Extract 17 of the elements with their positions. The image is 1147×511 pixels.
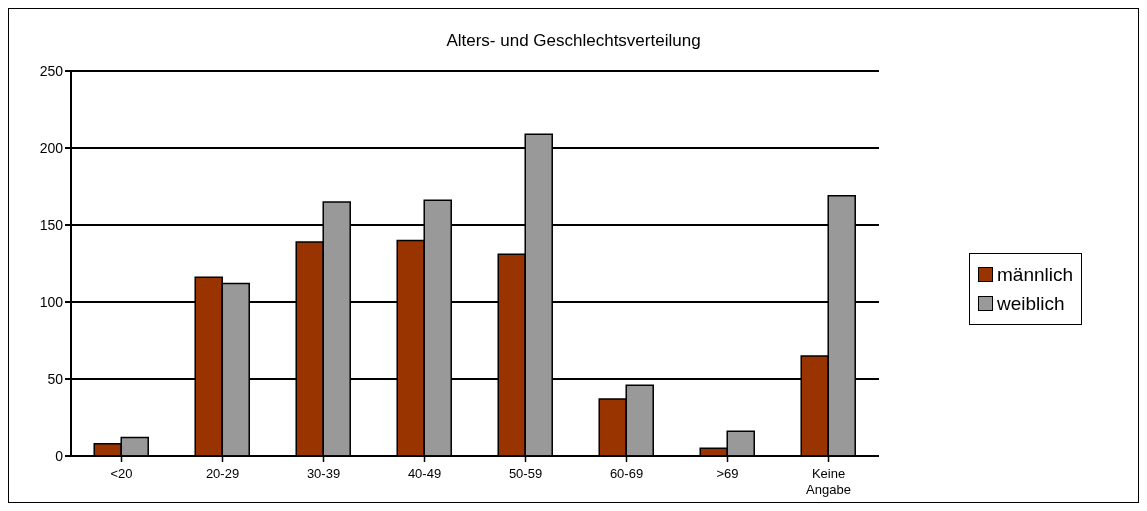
y-tick-label: 50 (47, 370, 64, 387)
x-tick-label: Keine Angabe (806, 466, 851, 497)
legend-label: männlich (997, 262, 1074, 287)
y-tick-label: 100 (39, 293, 64, 310)
x-tick-label: >69 (716, 466, 739, 481)
x-tick-label: <20 (110, 466, 133, 481)
x-tick-label: 50-59 (508, 466, 543, 481)
x-tick-label: 30-39 (306, 466, 341, 481)
y-tick-label: 250 (39, 62, 64, 79)
x-tick-label: 20-29 (205, 466, 240, 481)
chart-title: Alters- und Geschlechtsverteilung (445, 30, 702, 52)
legend-label: weiblich (997, 291, 1065, 316)
y-tick-label: 150 (39, 216, 64, 233)
y-tick-label: 0 (55, 447, 64, 464)
x-tick-label: 40-49 (407, 466, 442, 481)
y-tick-label: 200 (39, 139, 64, 156)
x-tick-label: 60-69 (609, 466, 644, 481)
